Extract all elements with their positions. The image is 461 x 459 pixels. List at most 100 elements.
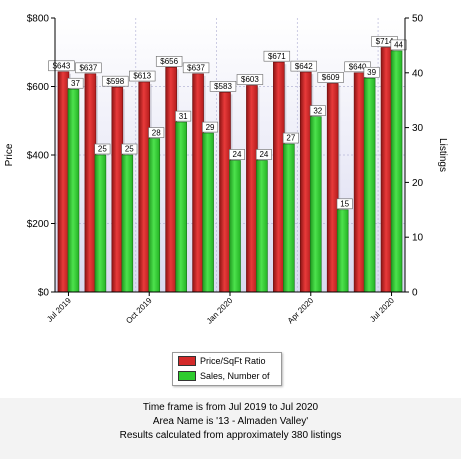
data-label-price-box [263,50,291,62]
footer-area: Area Name is '13 - Almaden Valley' [152,416,309,427]
bar-price [84,73,97,293]
data-label-sales-box [363,66,380,78]
data-label-price: $643 [53,61,71,70]
y-axis-right-title: Listings [437,138,448,172]
data-label-sales: 28 [152,128,161,137]
x-tick-label: Apr 2020 [286,296,316,326]
bar-sales [390,50,403,293]
data-label-price: $637 [79,64,97,73]
data-label-price: $583 [214,82,232,91]
bar-price [353,72,366,293]
bar-sales [309,116,322,293]
footer: Time frame is from Jul 2019 to Jul 2020 … [0,398,461,459]
data-label-price-box [129,70,156,82]
data-label-price-box [75,62,102,74]
data-label-price-box [209,81,237,92]
bar-sales [148,138,161,293]
bar-price [246,85,258,293]
x-tick-label: Jul 2020 [368,296,396,324]
data-label-sales: 24 [233,150,242,159]
y-right-tick-label: 20 [412,178,424,189]
bar-sales [202,132,214,293]
bar-price [273,61,285,293]
x-tick-label: Jul 2019 [45,296,73,324]
legend-swatch-red [178,356,196,366]
legend-label-sales: Sales, Number of [200,371,270,381]
data-label-price: $598 [106,77,124,86]
data-label-sales: 25 [125,145,134,154]
data-label-sales: 44 [394,41,403,50]
data-label-price-box [290,60,317,72]
bar-sales [94,154,107,293]
data-label-sales-box [309,105,326,116]
bar-sales [256,160,268,293]
bar-sales [363,77,376,293]
data-label-price-box [317,72,344,83]
y-right-tick-label: 10 [412,233,424,244]
data-label-sales-box [282,132,299,144]
bar-sales [336,209,349,293]
data-label-price: $671 [268,52,286,61]
bar-price [111,86,124,293]
data-label-sales-box [336,198,353,210]
x-tick-label: Jan 2020 [205,296,235,326]
data-label-sales-box [255,149,272,160]
footer-timeframe: Time frame is from Jul 2019 to Jul 2020 [142,402,319,413]
y-axis-left-title: Price [4,143,15,166]
legend-item-price: Price/SqFt Ratio [178,354,281,368]
bar-price [165,67,177,293]
legend-swatch-green [178,371,196,381]
bar-price [57,71,70,293]
data-label-sales-box [202,121,219,133]
data-label-price-box [236,74,264,85]
data-label-sales: 25 [98,145,107,154]
data-label-sales-box [390,39,407,51]
bar-price [380,47,393,293]
x-tick-label: Oct 2019 [124,296,154,326]
data-label-price-box [48,60,75,72]
y-right-tick-label: 0 [412,288,418,299]
data-label-sales: 32 [313,106,322,115]
y-left-tick-label: $0 [38,288,50,299]
y-left-tick-label: $800 [27,14,50,25]
data-label-price: $609 [322,73,340,82]
bar-price [138,81,151,293]
data-label-price: $603 [241,75,259,84]
data-label-price-box [344,61,371,73]
data-label-sales: 15 [340,200,349,209]
data-label-price: $656 [160,57,178,66]
bar-sales [175,121,187,293]
bar-price [219,92,231,293]
legend: Price/SqFt Ratio Sales, Number of [172,352,282,386]
bar-sales [283,143,295,293]
data-label-sales: 31 [179,112,188,121]
data-label-sales-box [67,77,84,89]
bar-price [192,73,204,293]
data-label-sales: 39 [367,68,376,77]
data-label-price: $613 [133,72,151,81]
data-label-price: $642 [295,62,313,71]
data-label-sales-box [175,110,192,122]
data-label-sales: 29 [206,123,215,132]
y-left-tick-label: $600 [27,82,50,93]
data-label-sales-box [229,149,246,160]
legend-label-price: Price/SqFt Ratio [200,356,266,366]
y-right-tick-label: 50 [412,14,424,25]
y-left-tick-label: $200 [27,219,50,230]
data-label-price-box [182,62,210,74]
footer-listings: Results calculated from approximately 38… [119,430,342,441]
data-label-sales: 37 [71,79,80,88]
data-label-sales-box [121,143,138,155]
bar-price [326,83,339,293]
bars [57,47,403,293]
legend-item-sales: Sales, Number of [178,369,281,383]
y-right-tick-label: 30 [412,123,424,134]
bar-price [299,71,312,293]
y-right-tick-label: 40 [412,68,424,79]
data-label-price: $714 [376,37,394,46]
data-label-sales: 24 [259,150,268,159]
data-label-price-box [155,56,183,67]
data-label-price: $640 [349,63,367,72]
